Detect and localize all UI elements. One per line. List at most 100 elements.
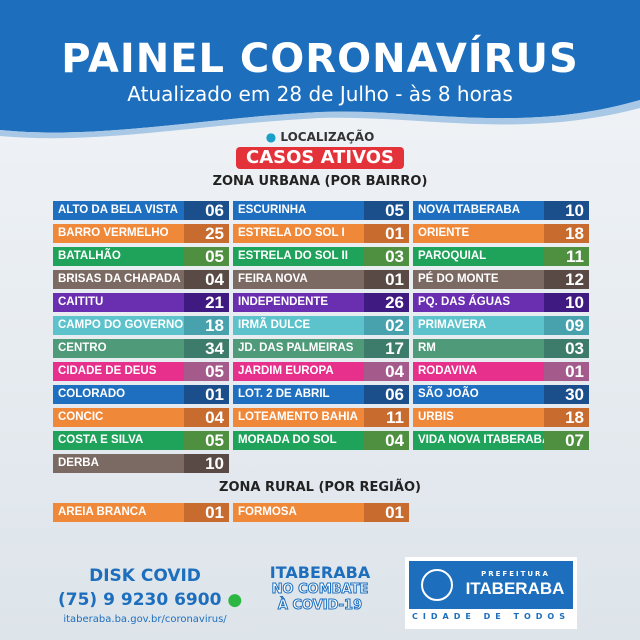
- neighborhood-cell: DERBA 10: [53, 454, 229, 473]
- prefeitura-logo: PREFEITURA ITABERABA CIDADE DE TODOS: [405, 557, 577, 629]
- header-banner: [0, 0, 640, 139]
- neighborhood-name: SÃO JOÃO: [418, 388, 479, 400]
- whatsapp-icon: ●: [227, 590, 243, 610]
- case-count: 25: [184, 224, 229, 243]
- logo-prefeitura: PREFEITURA: [481, 570, 550, 578]
- neighborhood-name: RODAVIVA: [418, 365, 477, 377]
- case-count: 03: [544, 339, 589, 358]
- neighborhood-cell: CENTRO 34: [53, 339, 229, 358]
- neighborhood-cell: FORMOSA 01: [233, 503, 409, 522]
- neighborhood-cell: JD. DAS PALMEIRAS 17: [233, 339, 409, 358]
- case-count: 01: [184, 503, 229, 522]
- neighborhood-name: COSTA E SILVA: [58, 434, 144, 446]
- case-count: 10: [544, 201, 589, 220]
- neighborhood-name: FEIRA NOVA: [238, 273, 308, 285]
- logo-motto: CIDADE DE TODOS: [412, 612, 570, 621]
- neighborhood-name: BRISAS DA CHAPADA: [58, 273, 181, 285]
- case-count: 18: [544, 224, 589, 243]
- case-count: 26: [364, 293, 409, 312]
- neighborhood-cell: COLORADO 01: [53, 385, 229, 404]
- neighborhood-cell: IRMÃ DULCE 02: [233, 316, 409, 335]
- neighborhood-name: NOVA ITABERABA: [418, 204, 521, 216]
- neighborhood-cell: INDEPENDENTE 26: [233, 293, 409, 312]
- case-count: 05: [184, 431, 229, 450]
- campaign-line-2: NO COMBATE: [271, 582, 369, 598]
- case-count: 01: [364, 224, 409, 243]
- neighborhood-cell: PQ. DAS ÁGUAS 10: [413, 293, 589, 312]
- case-count: 09: [544, 316, 589, 335]
- neighborhood-name: BATALHÃO: [58, 250, 121, 262]
- neighborhood-name: ALTO DA BELA VISTA: [58, 204, 178, 216]
- case-count: 04: [364, 431, 409, 450]
- neighborhood-name: ESTRELA DO SOL II: [238, 250, 348, 262]
- phone-text: (75) 9 9230 6900: [58, 590, 222, 610]
- campaign-line-1: ITABERABA: [269, 563, 371, 582]
- phone-number: (75) 9 9230 6900 ●: [58, 590, 258, 610]
- neighborhood-cell: PAROQUIAL 11: [413, 247, 589, 266]
- neighborhood-name: PQ. DAS ÁGUAS: [418, 296, 511, 308]
- neighborhood-name: CONCIC: [58, 411, 104, 423]
- neighborhood-name: RM: [418, 342, 436, 354]
- neighborhood-name: ESTRELA DO SOL I: [238, 227, 345, 239]
- neighborhood-name: URBIS: [418, 411, 454, 423]
- active-cases-badge: CASOS ATIVOS: [236, 147, 404, 169]
- neighborhood-cell: URBIS 18: [413, 408, 589, 427]
- neighborhood-cell: VIDA NOVA ITABERABA 07: [413, 431, 589, 450]
- neighborhood-name: FORMOSA: [238, 506, 297, 518]
- neighborhood-cell: LOTEAMENTO BAHIA 11: [233, 408, 409, 427]
- case-count: 18: [544, 408, 589, 427]
- neighborhood-cell: ALTO DA BELA VISTA 06: [53, 201, 229, 220]
- neighborhood-cell: ORIENTE 18: [413, 224, 589, 243]
- neighborhood-cell: JARDIM EUROPA 04: [233, 362, 409, 381]
- neighborhood-cell: CAITITU 21: [53, 293, 229, 312]
- case-count: 05: [364, 201, 409, 220]
- neighborhood-name: JARDIM EUROPA: [238, 365, 334, 377]
- neighborhood-name: PRIMAVERA: [418, 319, 487, 331]
- neighborhood-cell: CAMPO DO GOVERNO 18: [53, 316, 229, 335]
- neighborhood-name: COLORADO: [58, 388, 126, 400]
- case-count: 12: [544, 270, 589, 289]
- neighborhood-cell: LOT. 2 DE ABRIL 06: [233, 385, 409, 404]
- case-count: 01: [364, 270, 409, 289]
- neighborhood-cell: AREIA BRANCA 01: [53, 503, 229, 522]
- neighborhood-name: CAMPO DO GOVERNO: [58, 319, 184, 331]
- neighborhood-cell: NOVA ITABERABA 10: [413, 201, 589, 220]
- case-count: 03: [364, 247, 409, 266]
- website-link[interactable]: itaberaba.ba.gov.br/coronavirus/: [63, 614, 227, 625]
- neighborhood-cell: CIDADE DE DEUS 05: [53, 362, 229, 381]
- disk-covid-label: DISK COVID: [89, 566, 201, 586]
- case-count: 05: [184, 247, 229, 266]
- neighborhood-name: AREIA BRANCA: [58, 506, 147, 518]
- neighborhood-name: MORADA DO SOL: [238, 434, 337, 446]
- neighborhood-name: LOT. 2 DE ABRIL: [238, 388, 330, 400]
- case-count: 11: [364, 408, 409, 427]
- neighborhood-name: CAITITU: [58, 296, 104, 308]
- neighborhood-cell: RODAVIVA 01: [413, 362, 589, 381]
- neighborhood-cell: SÃO JOÃO 30: [413, 385, 589, 404]
- case-count: 07: [544, 431, 589, 450]
- neighborhood-cell: PÉ DO MONTE 12: [413, 270, 589, 289]
- neighborhood-cell: BATALHÃO 05: [53, 247, 229, 266]
- neighborhood-name: VIDA NOVA ITABERABA: [418, 434, 544, 446]
- neighborhood-name: PAROQUIAL: [418, 250, 487, 262]
- neighborhood-name: CENTRO: [58, 342, 107, 354]
- case-count: 01: [364, 503, 409, 522]
- neighborhood-cell: FEIRA NOVA 01: [233, 270, 409, 289]
- neighborhood-cell: ESCURINHA 05: [233, 201, 409, 220]
- neighborhood-cell: CONCIC 04: [53, 408, 229, 427]
- neighborhood-cell: ESTRELA DO SOL I 01: [233, 224, 409, 243]
- rural-zone-title: ZONA RURAL (POR REGIÃO): [219, 480, 421, 495]
- neighborhood-cell: ESTRELA DO SOL II 03: [233, 247, 409, 266]
- neighborhood-cell: BRISAS DA CHAPADA 04: [53, 270, 229, 289]
- neighborhood-cell: BARRO VERMELHO 25: [53, 224, 229, 243]
- case-count: 02: [364, 316, 409, 335]
- neighborhood-name: CIDADE DE DEUS: [58, 365, 157, 377]
- case-count: 17: [364, 339, 409, 358]
- neighborhood-cell: RM 03: [413, 339, 589, 358]
- case-count: 04: [184, 408, 229, 427]
- page-subtitle: Atualizado em 28 de Julho - às 8 horas: [127, 82, 513, 106]
- case-count: 10: [544, 293, 589, 312]
- logo-city-name: ITABERABA: [465, 579, 565, 598]
- case-count: 01: [544, 362, 589, 381]
- neighborhood-name: INDEPENDENTE: [238, 296, 329, 308]
